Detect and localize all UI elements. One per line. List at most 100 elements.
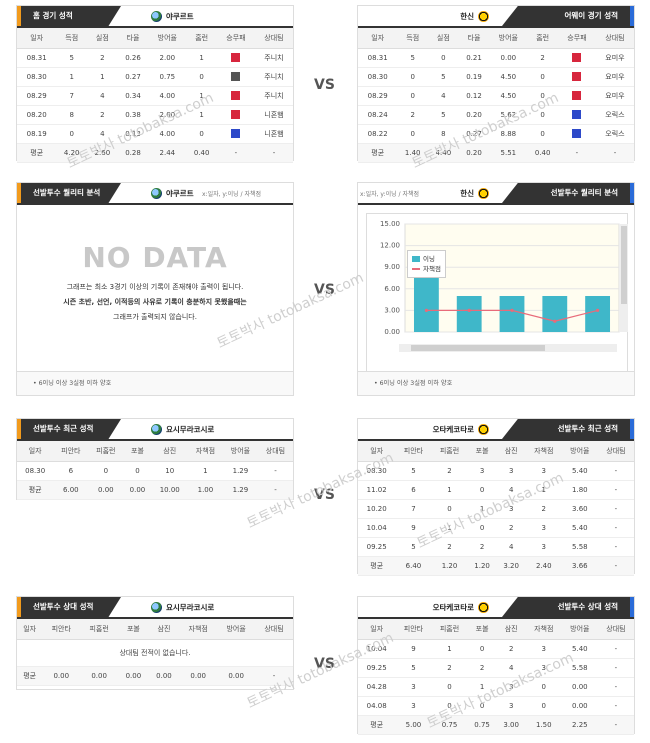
table-cell: 0 bbox=[431, 696, 468, 716]
column-header: 타율 bbox=[458, 28, 490, 49]
column-header: 일자 bbox=[358, 28, 398, 49]
table-cell: 1.20 bbox=[467, 556, 497, 576]
panel-header: 오타케코타로 선발투수 최근 성적 bbox=[358, 419, 634, 441]
bar bbox=[413, 274, 439, 332]
table-cell: 4.00 bbox=[148, 86, 187, 106]
table-cell: 요미우 bbox=[595, 67, 634, 87]
table-cell: 7 bbox=[395, 499, 432, 519]
table-cell: 1.00 bbox=[187, 480, 223, 500]
column-header: 상대팀 bbox=[257, 441, 293, 462]
table-row: 08.30 6 0 0 10 1 1.29- bbox=[17, 461, 293, 481]
table-cell: 2.44 bbox=[148, 143, 187, 163]
team-name: 야쿠르트 bbox=[151, 188, 194, 199]
team-logo-icon bbox=[478, 11, 489, 22]
table-cell: 니혼햄 bbox=[254, 124, 293, 144]
table-cell: - bbox=[597, 639, 634, 659]
table-cell: 0 bbox=[431, 499, 468, 519]
column-header: 피홈런 bbox=[431, 619, 468, 640]
legend-swatch bbox=[412, 268, 420, 270]
column-header: 상대팀 bbox=[597, 441, 634, 462]
column-header: 삼진 bbox=[496, 619, 526, 640]
table-row: 09.25 5 2 2 4 3 5.58- bbox=[358, 658, 634, 678]
table-row: 08.20 8 2 0.38 2.00 1 니혼햄 bbox=[17, 105, 293, 125]
table-cell: 0 bbox=[525, 677, 562, 697]
table-cell: 0.27 bbox=[458, 124, 490, 144]
table-row: 10.04 9 1 0 2 3 5.40- bbox=[358, 518, 634, 538]
table-cell: 2 bbox=[397, 105, 429, 125]
result-icon bbox=[231, 110, 241, 119]
table-cell: 08.30 bbox=[358, 461, 396, 481]
column-header: 상대팀 bbox=[254, 28, 293, 49]
record-table: 일자 득점 실점 타율 방어율 홈런 승무패 상대팀 08.31 5 2 0.26 2.00 1 주니치 08… bbox=[17, 28, 293, 163]
table-cell: 2 bbox=[431, 658, 468, 678]
table-cell: 2 bbox=[527, 48, 558, 68]
table-cell: - bbox=[557, 143, 596, 163]
table-cell: - bbox=[597, 499, 634, 519]
table-cell: 5.40 bbox=[561, 461, 598, 481]
point bbox=[553, 319, 557, 323]
table-cell: 6.40 bbox=[395, 556, 432, 576]
table-cell: 09.25 bbox=[358, 537, 396, 557]
table-cell: 10.20 bbox=[358, 499, 396, 519]
table-cell: 평균 bbox=[358, 715, 396, 735]
table-cell: 0.13 bbox=[117, 124, 149, 144]
column-header: 승무패 bbox=[557, 28, 596, 49]
record-table: 일자 피안타 피홈런 포볼 삼진 자책점 방어율 상대팀 상대팀 전적이 없습니다. 평균 0.00… bbox=[17, 619, 293, 686]
record-table: 일자 피안타 피홈런 포볼 삼진 자책점 방어율 상대팀 08.30 6 0 0 10 1 1.29- 평균 6… bbox=[17, 441, 293, 500]
team-logo-icon bbox=[151, 602, 162, 613]
table-cell: 0.00 bbox=[42, 666, 81, 686]
quality-chart-svg: 15.00 12.00 9.00 6.00 3.00 0.00 bbox=[380, 220, 628, 352]
panel-header: x:일자, y:이닝 / 자책점 한신 선발투수 퀄리티 분석 bbox=[358, 183, 634, 205]
table-cell: 10 bbox=[151, 461, 188, 481]
bar bbox=[499, 296, 525, 332]
table-row: 08.29 0 4 0.12 4.50 0 요미우 bbox=[358, 86, 634, 106]
table-cell: 08.30 bbox=[17, 67, 57, 87]
legend-item: 이닝 bbox=[412, 254, 441, 264]
column-header: 일자 bbox=[17, 441, 54, 462]
result-cell bbox=[557, 48, 596, 68]
column-header: 홈런 bbox=[186, 28, 217, 49]
table-cell: - bbox=[255, 666, 293, 686]
table-cell: 0.00 bbox=[118, 666, 149, 686]
table-cell: 0 bbox=[397, 124, 429, 144]
quality-footnote: • 6이닝 이상 3실점 이하 양호 bbox=[358, 371, 634, 395]
table-cell: 3 bbox=[496, 677, 526, 697]
team-name: 한신 bbox=[460, 188, 489, 199]
column-header: 일자 bbox=[358, 619, 396, 640]
result-icon bbox=[572, 72, 582, 81]
average-row: 평균 0.00 0.00 0.00 0.00 0.00 0.00- bbox=[17, 666, 293, 686]
column-header: 상대팀 bbox=[595, 28, 634, 49]
pitcher-vs-panel: 오타케코타로 선발투수 상대 성적 일자 피안타 피홈런 포볼 삼진 자책점 방어율 상대팀 1… bbox=[357, 596, 635, 735]
table-row: 10.20 7 0 1 3 2 3.60- bbox=[358, 499, 634, 519]
table-cell: 0.00 bbox=[217, 666, 256, 686]
table-row: 08.22 0 8 0.27 8.88 0 오릭스 bbox=[358, 124, 634, 144]
column-header: 피홈런 bbox=[88, 441, 124, 462]
no-data-line-3: 그래프가 출력되지 않습니다. bbox=[113, 313, 197, 321]
record-table: 일자 피안타 피홈런 포볼 삼진 자책점 방어율 상대팀 08.30 5 2 3 3 3 5.40-11.0… bbox=[358, 441, 634, 576]
table-cell: 5 bbox=[428, 105, 459, 125]
panel-title: 선발투수 상대 성적 bbox=[502, 597, 634, 617]
table-row: 09.25 5 2 2 4 3 5.58- bbox=[358, 537, 634, 557]
column-header: 자책점 bbox=[179, 619, 218, 640]
y-tick-label: 6.00 bbox=[384, 285, 400, 293]
table-cell: 오릭스 bbox=[595, 124, 634, 144]
average-row: 평균 1.40 4.40 0.20 5.51 0.40- - bbox=[358, 143, 634, 163]
table-cell: 3.60 bbox=[561, 499, 598, 519]
table-cell: 2 bbox=[496, 518, 526, 538]
table-cell: 1.40 bbox=[397, 143, 429, 163]
table-cell: 5 bbox=[395, 537, 432, 557]
away-record-panel: 한신 어웨이 경기 성적 일자 득점 실점 타율 방어율 홈런 승무패 상대팀 08.31 5 0 0… bbox=[357, 5, 635, 163]
team-name: 한신 bbox=[460, 11, 489, 22]
table-cell: 평균 bbox=[17, 143, 57, 163]
column-header: 득점 bbox=[397, 28, 429, 49]
table-cell: 1 bbox=[467, 499, 497, 519]
v-scroll-thumb bbox=[621, 226, 627, 304]
team-logo-icon bbox=[151, 188, 162, 199]
table-row: 04.28 3 0 1 3 0 0.00- bbox=[358, 677, 634, 697]
table-cell: 0.75 bbox=[431, 715, 468, 735]
team-name: 야쿠르트 bbox=[151, 11, 194, 22]
column-header: 방어율 bbox=[561, 619, 598, 640]
table-cell: 0.00 bbox=[489, 48, 528, 68]
table-cell: 1 bbox=[186, 105, 217, 125]
table-cell: - bbox=[597, 518, 634, 538]
